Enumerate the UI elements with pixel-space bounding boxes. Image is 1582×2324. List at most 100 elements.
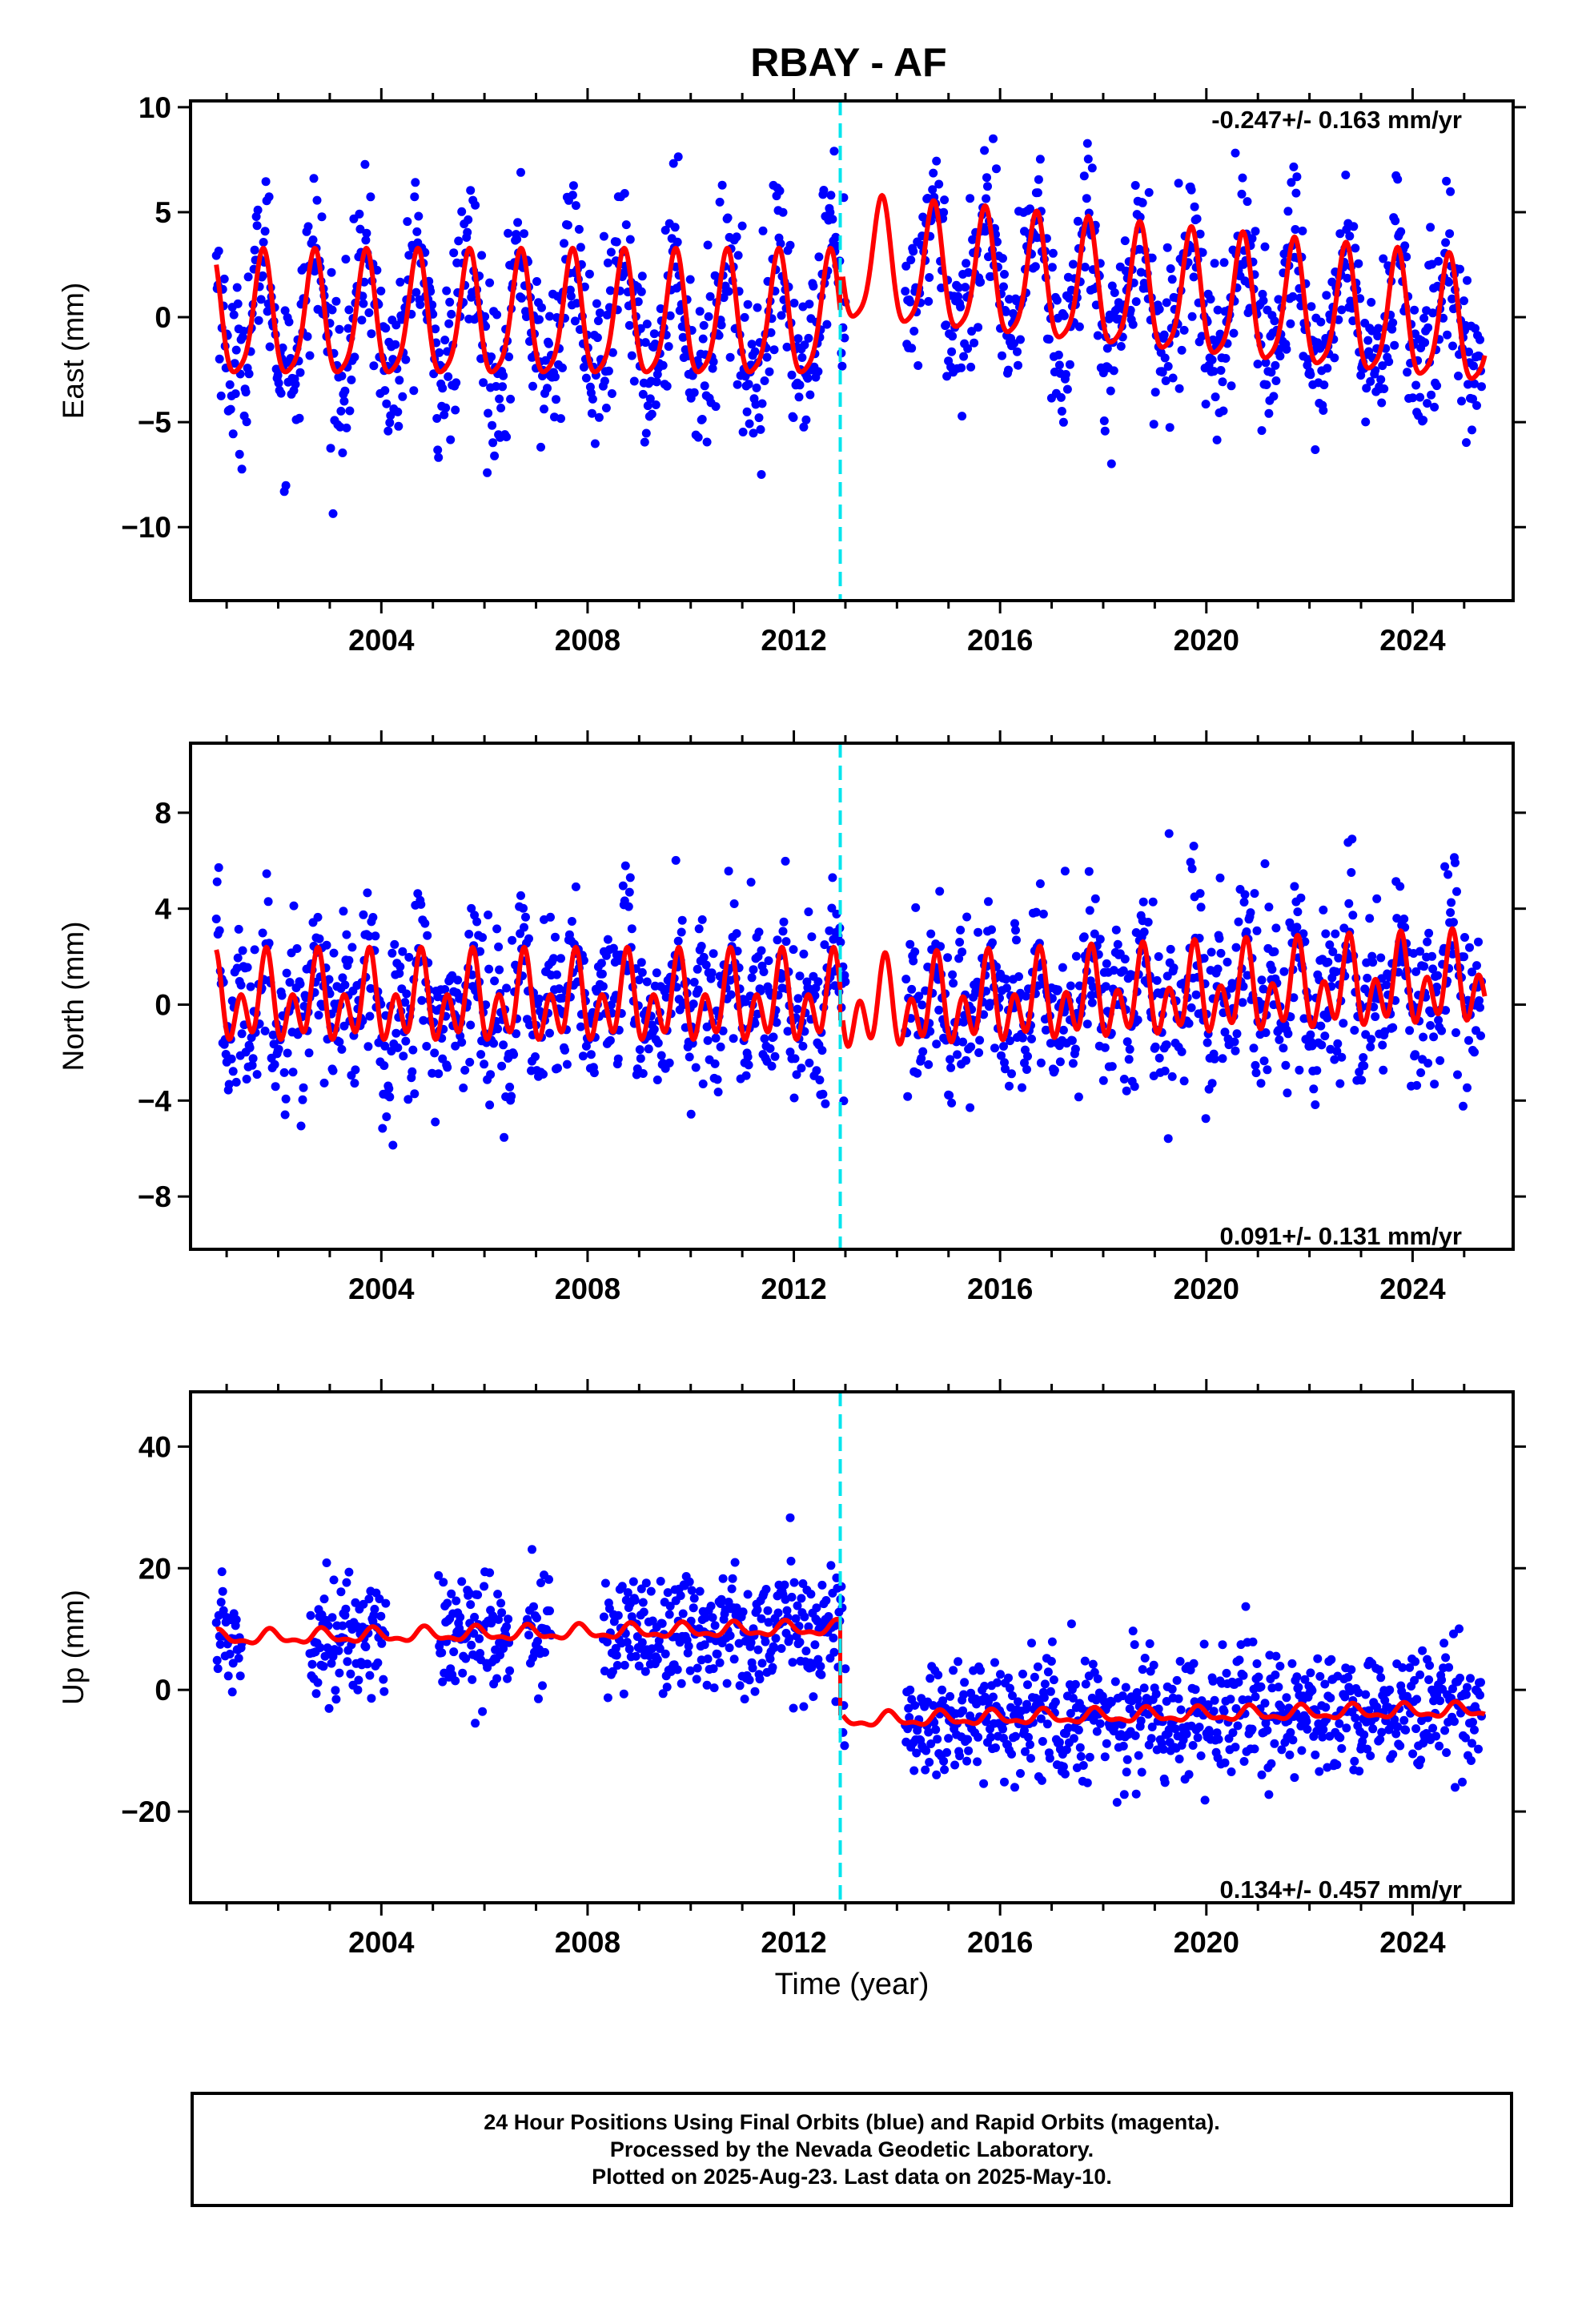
data-point xyxy=(1288,1735,1298,1745)
x-tick-label: 2012 xyxy=(761,1273,826,1305)
data-point xyxy=(228,1659,238,1668)
data-point xyxy=(641,428,651,438)
model-curve-segment-1 xyxy=(214,944,843,1043)
data-point xyxy=(795,1638,805,1647)
data-point xyxy=(1264,1790,1274,1799)
data-point xyxy=(483,468,492,477)
data-point xyxy=(703,1655,713,1663)
data-point xyxy=(309,174,319,183)
data-point xyxy=(771,1634,781,1643)
data-point xyxy=(822,320,832,329)
data-point xyxy=(1038,909,1048,919)
data-point xyxy=(810,1640,820,1650)
data-point xyxy=(1440,862,1450,871)
data-point xyxy=(725,1643,734,1653)
data-point xyxy=(638,1598,648,1607)
data-point xyxy=(1334,953,1343,963)
data-point xyxy=(1037,1775,1046,1785)
data-point xyxy=(738,1607,748,1617)
data-point xyxy=(785,1634,794,1643)
data-point xyxy=(772,1018,781,1027)
data-point xyxy=(496,1598,506,1608)
data-point xyxy=(986,271,995,281)
data-point xyxy=(1212,1728,1222,1738)
data-point xyxy=(629,376,639,386)
data-point xyxy=(710,271,720,280)
data-point xyxy=(606,247,616,257)
data-point xyxy=(738,428,748,436)
data-point xyxy=(235,1671,245,1681)
data-point xyxy=(1227,1767,1236,1776)
data-point xyxy=(1018,1669,1027,1679)
data-point xyxy=(371,931,380,941)
data-point xyxy=(1260,242,1270,251)
data-point xyxy=(840,1741,849,1751)
caption-box: 24 Hour Positions Using Final Orbits (bl… xyxy=(191,2092,1513,2207)
data-point xyxy=(729,1034,738,1043)
data-point xyxy=(338,973,347,983)
data-point xyxy=(1034,175,1043,184)
data-point xyxy=(1269,392,1279,401)
data-point xyxy=(379,1687,389,1696)
data-point xyxy=(228,429,238,439)
data-point xyxy=(1411,1724,1421,1734)
data-point xyxy=(495,394,504,404)
data-point xyxy=(956,925,966,935)
data-point xyxy=(818,1089,828,1099)
data-point xyxy=(1146,1734,1156,1743)
data-point xyxy=(504,352,514,362)
data-point xyxy=(1460,933,1469,942)
data-point xyxy=(1254,1672,1263,1682)
data-point xyxy=(794,392,804,402)
data-point xyxy=(975,1035,985,1045)
data-point xyxy=(636,1054,645,1063)
data-point xyxy=(813,367,823,376)
data-point xyxy=(423,931,432,940)
data-point xyxy=(640,1667,650,1676)
data-point xyxy=(593,316,603,326)
data-point xyxy=(782,1606,792,1615)
data-point xyxy=(1058,963,1067,972)
data-point xyxy=(428,1068,437,1078)
data-point xyxy=(460,1065,470,1075)
data-point xyxy=(705,292,715,301)
data-point xyxy=(685,1666,695,1675)
data-point xyxy=(800,340,809,350)
data-point xyxy=(926,1739,936,1748)
data-point xyxy=(594,412,604,422)
data-point xyxy=(795,380,805,390)
data-point xyxy=(779,917,789,927)
data-point xyxy=(988,938,997,947)
data-point xyxy=(1388,318,1398,328)
data-point xyxy=(1435,1741,1444,1751)
data-point xyxy=(909,247,918,256)
data-point xyxy=(340,980,350,990)
data-point xyxy=(691,1063,701,1072)
data-point xyxy=(1073,216,1082,226)
data-point xyxy=(1111,925,1121,935)
data-point xyxy=(521,912,530,922)
data-point xyxy=(934,179,944,189)
data-point xyxy=(231,345,241,355)
data-point xyxy=(471,1719,480,1728)
data-point xyxy=(571,201,580,211)
data-point xyxy=(386,411,396,420)
data-point xyxy=(258,928,267,938)
data-point xyxy=(725,352,735,362)
data-point xyxy=(1060,866,1070,876)
data-point xyxy=(1207,947,1216,957)
data-point xyxy=(1323,1013,1332,1023)
data-point xyxy=(905,939,915,949)
data-point xyxy=(1312,1066,1322,1076)
data-point xyxy=(757,470,766,479)
data-point xyxy=(528,381,537,391)
data-point xyxy=(451,405,460,415)
data-point xyxy=(1423,399,1432,408)
data-point xyxy=(950,1760,960,1770)
data-point xyxy=(328,1652,338,1661)
data-point xyxy=(295,979,305,989)
data-point xyxy=(806,1590,816,1599)
data-point xyxy=(1399,1715,1409,1725)
data-point xyxy=(1065,360,1074,369)
data-point xyxy=(408,1045,418,1055)
